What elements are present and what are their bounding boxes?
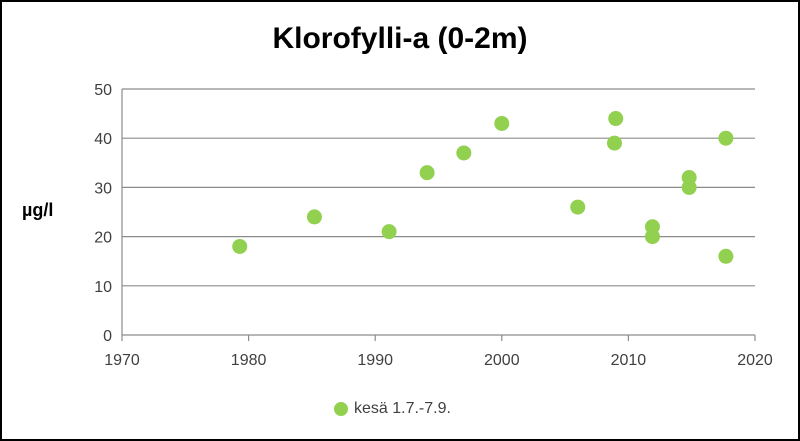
y-tick-label: 0 bbox=[103, 328, 112, 345]
gridlines bbox=[122, 88, 755, 287]
y-tick-label: 10 bbox=[94, 279, 112, 296]
x-tick-label: 2020 bbox=[737, 352, 773, 369]
y-axis-label: µg/l bbox=[22, 200, 54, 220]
x-tick-label: 1990 bbox=[357, 352, 393, 369]
data-point bbox=[232, 238, 248, 254]
data-point bbox=[494, 115, 510, 131]
x-tick-label: 1970 bbox=[104, 352, 140, 369]
y-tick-label: 20 bbox=[94, 230, 112, 247]
y-tick-label: 30 bbox=[94, 180, 112, 197]
data-point bbox=[606, 135, 622, 151]
data-point bbox=[570, 199, 586, 215]
legend: kesä 1.7.-7.9. bbox=[334, 400, 451, 418]
y-tick-labels: 0 10 20 30 40 50 bbox=[94, 82, 112, 345]
y-tick-label: 50 bbox=[94, 82, 112, 99]
data-point bbox=[718, 130, 734, 146]
data-point bbox=[419, 165, 435, 181]
data-point bbox=[456, 145, 472, 161]
x-tick-label: 2000 bbox=[484, 352, 520, 369]
chart-title: Klorofylli-a (0-2m) bbox=[272, 22, 528, 55]
x-tick-label: 2010 bbox=[611, 352, 647, 369]
data-point bbox=[681, 170, 697, 186]
data-point bbox=[644, 219, 660, 235]
legend-marker-icon bbox=[334, 402, 348, 416]
x-tick-labels: 1970 1980 1990 2000 2010 2020 bbox=[104, 352, 773, 369]
data-point bbox=[718, 248, 734, 264]
legend-label: kesä 1.7.-7.9. bbox=[354, 400, 451, 417]
data-point bbox=[306, 209, 322, 225]
y-tick-label: 40 bbox=[94, 131, 112, 148]
x-tick-label: 1980 bbox=[231, 352, 267, 369]
data-point bbox=[381, 224, 397, 240]
axes bbox=[121, 89, 756, 341]
data-point bbox=[608, 111, 624, 127]
data-points bbox=[232, 111, 734, 264]
